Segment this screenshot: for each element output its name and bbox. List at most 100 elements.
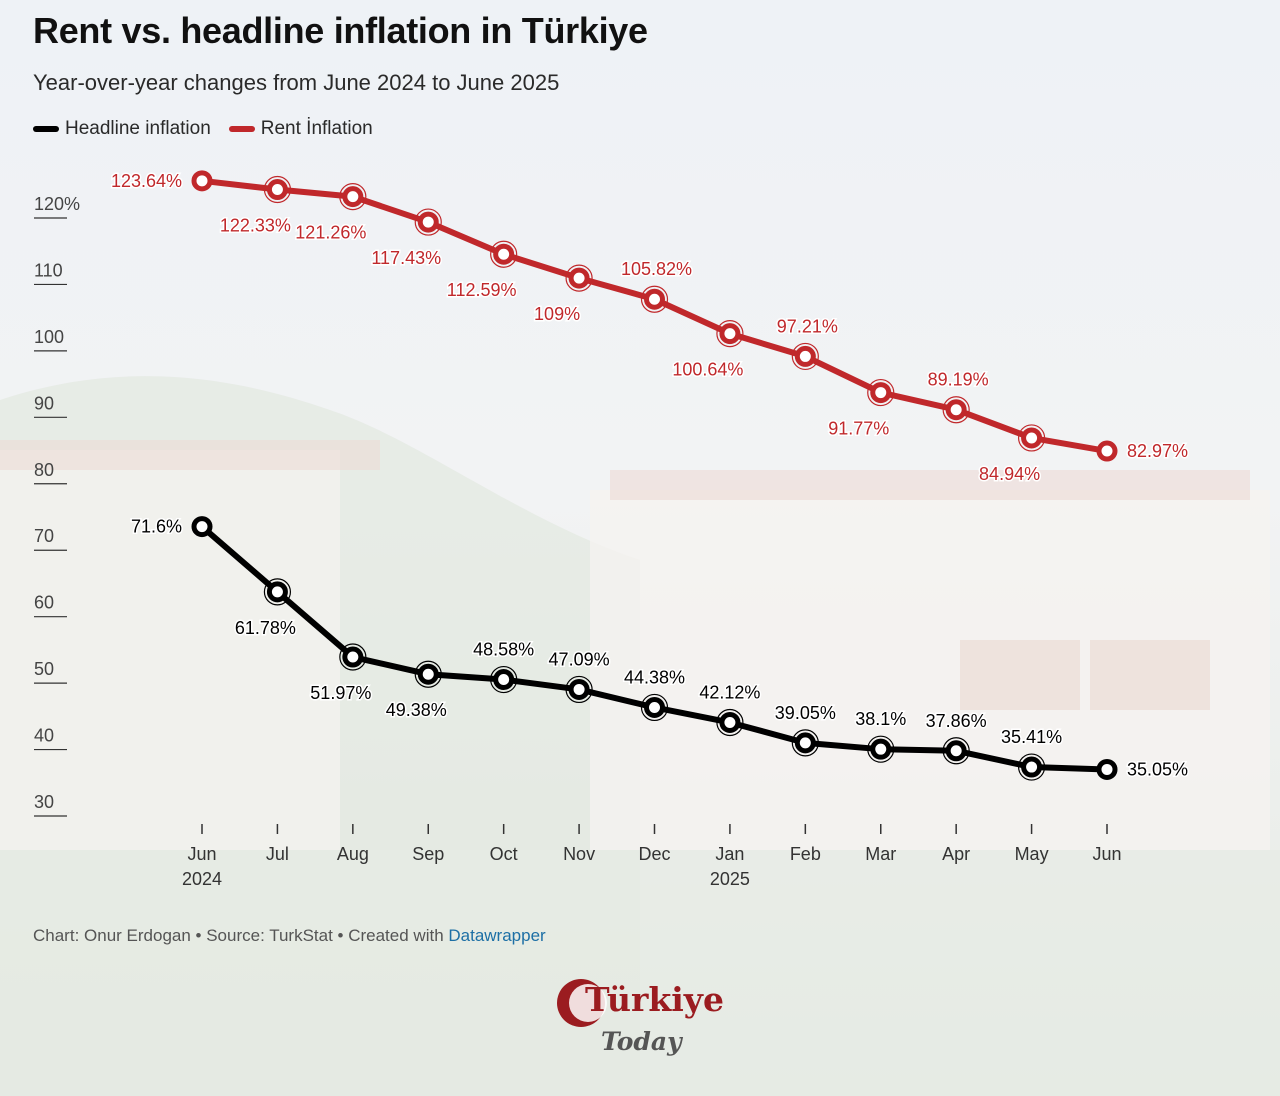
point-halo bbox=[414, 208, 442, 236]
chart-subtitle: Year-over-year changes from June 2024 to… bbox=[33, 70, 560, 95]
data-label: 91.77% bbox=[828, 419, 889, 439]
data-point bbox=[1096, 758, 1118, 780]
x-year-label: 2024 bbox=[182, 869, 222, 889]
data-labels: 71.6% 61.78% 51.97% 49.38% 48.58% 47.09% 44.38… bbox=[109, 169, 1189, 781]
x-tick-label: Sep bbox=[412, 844, 444, 864]
point-halo bbox=[565, 264, 593, 292]
point-halo bbox=[942, 396, 970, 424]
logo-wordmark-bottom: Today bbox=[601, 1027, 682, 1056]
data-label: 47.09% bbox=[549, 649, 610, 669]
point-halo bbox=[263, 578, 292, 606]
x-tick-label: Feb bbox=[790, 844, 821, 864]
data-point bbox=[342, 186, 364, 208]
data-label: 39.05% bbox=[775, 703, 836, 723]
x-tick-label: Jan bbox=[715, 844, 744, 864]
point-halo bbox=[490, 240, 518, 268]
legend-item-rent: Rent İnflation bbox=[228, 118, 373, 140]
data-label: 100.64% bbox=[672, 360, 743, 380]
series-layer bbox=[191, 170, 1118, 781]
y-tick-label: 50 bbox=[34, 659, 54, 679]
data-label: 109% bbox=[534, 304, 580, 324]
legend-label-rent: Rent İnflation bbox=[260, 118, 373, 139]
point-halo bbox=[490, 665, 518, 694]
x-tick-label: May bbox=[1015, 844, 1049, 864]
x-tick-label: Mar bbox=[865, 844, 896, 864]
data-point bbox=[568, 678, 590, 700]
y-tick-label: 90 bbox=[34, 393, 54, 413]
data-point bbox=[191, 170, 213, 192]
data-label: 38.1% bbox=[855, 709, 906, 729]
x-tick-label: Jul bbox=[266, 844, 289, 864]
y-tick-label: 100 bbox=[34, 327, 64, 347]
data-point bbox=[945, 740, 967, 762]
datawrapper-link[interactable]: Datawrapper bbox=[448, 926, 546, 945]
data-point bbox=[870, 738, 892, 760]
data-point bbox=[493, 669, 515, 691]
data-point bbox=[493, 243, 515, 265]
data-point bbox=[568, 267, 590, 289]
data-label: 82.97% bbox=[1127, 441, 1188, 461]
logo-emblem bbox=[557, 979, 607, 1027]
data-label: 42.12% bbox=[699, 682, 760, 702]
x-tick-label: Nov bbox=[563, 844, 595, 864]
point-halo bbox=[867, 378, 895, 407]
series-line-rent bbox=[199, 177, 1110, 455]
data-point bbox=[1096, 440, 1118, 462]
point-halo bbox=[640, 285, 669, 313]
data-point bbox=[945, 399, 967, 421]
point-halo bbox=[339, 643, 367, 671]
point-halo bbox=[414, 660, 442, 688]
x-tick-label: Oct bbox=[490, 844, 518, 864]
point-halo bbox=[640, 693, 669, 722]
point-halo bbox=[339, 183, 367, 211]
data-point bbox=[719, 711, 741, 733]
y-tick-label: 110 bbox=[34, 260, 63, 280]
data-point bbox=[266, 179, 288, 201]
y-tick-label: 70 bbox=[34, 526, 54, 546]
point-halo bbox=[942, 737, 970, 765]
data-label: 89.19% bbox=[928, 370, 989, 390]
data-label: 37.86% bbox=[926, 711, 987, 731]
point-halo bbox=[791, 342, 819, 371]
x-tick-label: Jun bbox=[1092, 844, 1121, 864]
legend-item-headline: Headline inflation bbox=[33, 118, 211, 140]
point-halo bbox=[565, 675, 593, 704]
data-point bbox=[417, 211, 439, 233]
x-tick-label: Jun bbox=[187, 844, 216, 864]
data-label: 84.94% bbox=[979, 464, 1040, 484]
point-halo bbox=[1017, 424, 1046, 452]
data-point bbox=[644, 696, 665, 718]
data-label: 121.26% bbox=[295, 223, 366, 243]
data-label: 61.78% bbox=[235, 618, 296, 638]
data-point bbox=[794, 345, 816, 367]
data-label: 122.33% bbox=[220, 216, 291, 236]
credits-text: Chart: Onur Erdogan • Source: TurkStat •… bbox=[33, 926, 449, 945]
x-tick-label: Aug bbox=[337, 844, 369, 864]
y-axis: 30 40 50 60 70 80 90 100 110 120% bbox=[34, 194, 80, 817]
data-label: 112.59% bbox=[447, 280, 517, 300]
data-point bbox=[870, 382, 892, 404]
x-year-label: 2025 bbox=[710, 869, 750, 889]
data-label: 48.58% bbox=[473, 640, 534, 660]
data-label: 123.64% bbox=[111, 171, 182, 191]
data-label: 49.38% bbox=[386, 700, 447, 720]
legend: Headline inflation Rent İnflation bbox=[33, 118, 373, 140]
data-label: 35.05% bbox=[1127, 759, 1188, 779]
y-tick-label: 60 bbox=[34, 593, 54, 613]
data-point bbox=[719, 323, 741, 345]
point-halo bbox=[716, 320, 744, 348]
data-label: 51.97% bbox=[310, 683, 371, 703]
point-halo bbox=[263, 175, 292, 204]
x-tick-label: Apr bbox=[942, 844, 970, 864]
legend-swatch-rent bbox=[228, 126, 255, 132]
x-axis: Jun 2024 Jul Aug Sep Oct Nov Dec Jan 2025 Feb Mar Ap… bbox=[182, 824, 1122, 889]
data-label: 105.82% bbox=[621, 259, 692, 279]
logo-wordmark-top: Türkiye bbox=[585, 980, 724, 1019]
x-tick-label: Dec bbox=[638, 844, 670, 864]
point-halo bbox=[716, 708, 744, 737]
data-point bbox=[644, 288, 665, 310]
data-point bbox=[1021, 427, 1043, 449]
data-point bbox=[794, 732, 816, 754]
data-label: 97.21% bbox=[777, 316, 838, 336]
